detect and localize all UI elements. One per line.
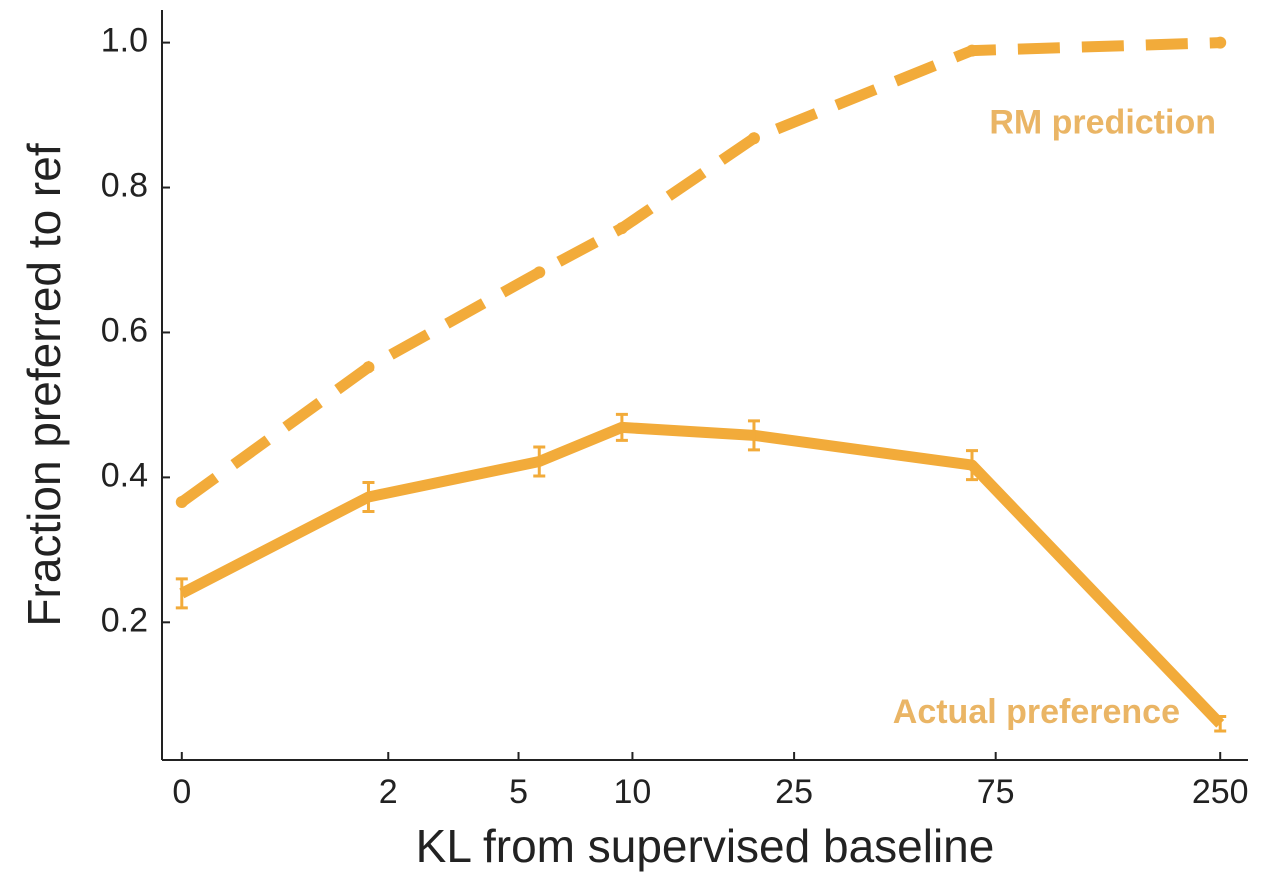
y-tick-label: 0.2 — [101, 601, 148, 639]
x-tick-label: 5 — [509, 773, 528, 811]
x-tick-label: 25 — [775, 773, 813, 811]
point — [175, 496, 188, 509]
point — [533, 266, 546, 279]
error-bar — [965, 449, 978, 482]
error-bar — [615, 412, 628, 442]
error-bar — [533, 445, 546, 478]
y-tick-label: 0.4 — [101, 456, 148, 494]
series-label: Actual preference — [893, 693, 1180, 731]
x-tick-label: 10 — [614, 773, 652, 811]
error-bar — [1214, 715, 1227, 733]
point — [965, 44, 978, 57]
x-tick-label: 250 — [1192, 773, 1249, 811]
x-tick-label: 0 — [172, 773, 191, 811]
error-bar — [362, 480, 375, 513]
point — [747, 132, 760, 145]
x-tick-label: 75 — [977, 773, 1015, 811]
error-bar — [747, 419, 760, 452]
x-tick-label: 2 — [379, 773, 398, 811]
y-tick-label: 1.0 — [101, 22, 148, 60]
y-tick-label: 0.8 — [101, 167, 148, 205]
y-axis-label: Fraction preferred to ref — [18, 143, 70, 626]
y-tick-label: 0.6 — [101, 311, 148, 349]
x-axis-label: KL from supervised baseline — [416, 820, 995, 872]
error-bar — [175, 577, 188, 610]
series-label: RM prediction — [989, 104, 1216, 142]
point — [1214, 36, 1227, 49]
series-line — [179, 421, 1225, 728]
point — [362, 361, 375, 374]
point — [615, 222, 628, 235]
